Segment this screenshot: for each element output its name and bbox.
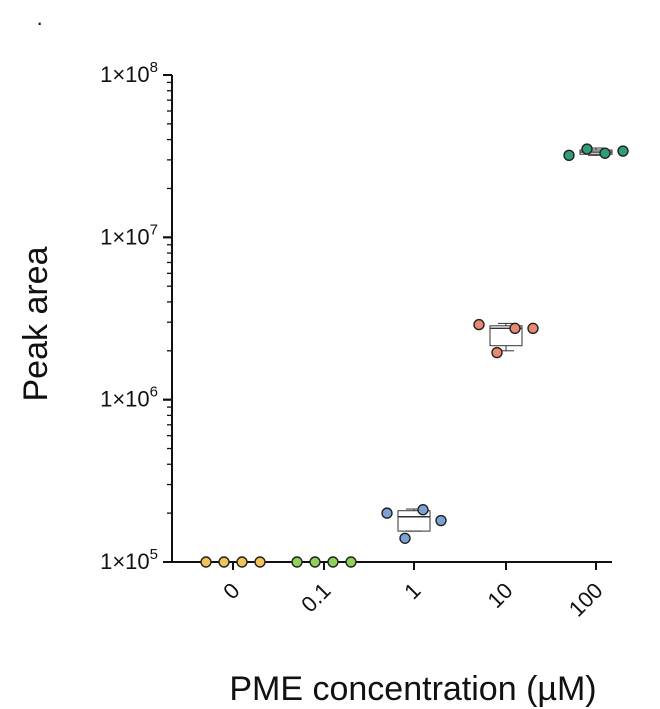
data-point <box>218 556 230 568</box>
box-rect <box>489 325 523 347</box>
data-point <box>399 532 411 544</box>
x-tick-label: 0.1 <box>296 578 335 617</box>
data-point <box>291 556 303 568</box>
points-layer <box>200 143 629 568</box>
data-point <box>254 556 266 568</box>
data-point <box>381 507 393 519</box>
data-point <box>345 556 357 568</box>
data-point <box>327 556 339 568</box>
y-tick-label: 1×105 <box>100 546 158 574</box>
data-point <box>599 147 611 159</box>
y-axis-title: Peak area <box>17 246 55 401</box>
y-tick-label: 1×106 <box>100 384 158 412</box>
x-tick-label: 1 <box>399 578 425 604</box>
axes <box>163 74 612 570</box>
data-point <box>581 143 593 155</box>
data-point <box>617 145 629 157</box>
data-point <box>473 318 485 331</box>
x-tick-label: 0 <box>218 578 244 604</box>
data-point <box>509 322 521 335</box>
data-point <box>417 503 429 516</box>
x-tick-label: 100 <box>564 578 608 622</box>
data-point <box>435 514 447 527</box>
data-point <box>563 149 575 162</box>
data-point <box>527 322 539 335</box>
box-rect <box>397 510 431 532</box>
labels-layer: PME concentration (µM) Peak area 1×105 1×… <box>17 59 608 708</box>
data-point <box>491 346 503 359</box>
y-tick-label: 1×108 <box>100 59 158 87</box>
y-tick-label: 1×107 <box>100 221 158 249</box>
data-point <box>236 556 248 568</box>
data-point <box>200 556 212 568</box>
x-axis-title: PME concentration (µM) <box>229 670 596 708</box>
x-tick-label: 10 <box>483 578 518 613</box>
data-point <box>309 556 321 568</box>
corner-mark: · <box>36 10 44 35</box>
box-layer <box>397 147 613 532</box>
